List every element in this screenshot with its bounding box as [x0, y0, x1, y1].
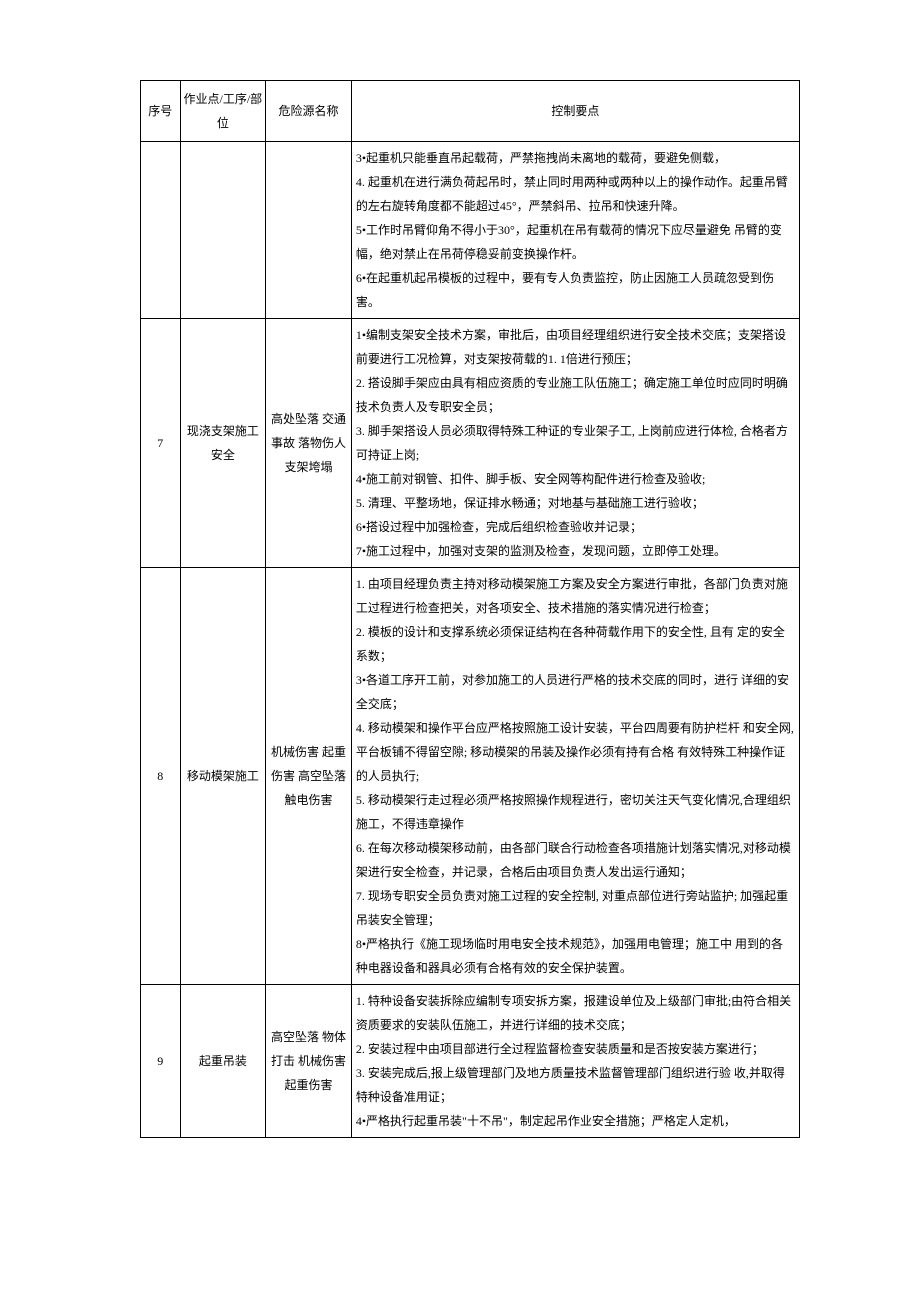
header-seq: 序号 [141, 81, 181, 142]
cell-seq: 9 [141, 985, 181, 1138]
cell-hazard: 高处坠落 交通事故 落物伤人 支架垮塌 [266, 319, 352, 568]
table-row: 7 现浇支架施工安全 高处坠落 交通事故 落物伤人 支架垮塌 1•编制支架安全技… [141, 319, 800, 568]
cell-control: 3•起重机只能垂直吊起载荷，严禁拖拽尚未离地的载荷，要避免侧载，4. 起重机在进… [351, 142, 799, 319]
table-row: 3•起重机只能垂直吊起载荷，严禁拖拽尚未离地的载荷，要避免侧载，4. 起重机在进… [141, 142, 800, 319]
cell-control: 1•编制支架安全技术方案，审批后，由项目经理组织进行安全技术交底；支架搭设前要进… [351, 319, 799, 568]
table-header-row: 序号 作业点/工序/部位 危险源名称 控制要点 [141, 81, 800, 142]
table-row: 8 移动模架施工 机械伤害 起重伤害 高空坠落 触电伤害 1. 由项目经理负责主… [141, 568, 800, 985]
cell-seq [141, 142, 181, 319]
cell-point: 移动模架施工 [180, 568, 266, 985]
cell-hazard [266, 142, 352, 319]
table-row: 9 起重吊装 高空坠落 物体打击 机械伤害 起重伤害 1. 特种设备安装拆除应编… [141, 985, 800, 1138]
cell-control: 1. 由项目经理负责主持对移动模架施工方案及安全方案进行审批，各部门负责对施工过… [351, 568, 799, 985]
header-control: 控制要点 [351, 81, 799, 142]
header-hazard: 危险源名称 [266, 81, 352, 142]
cell-point: 起重吊装 [180, 985, 266, 1138]
cell-seq: 8 [141, 568, 181, 985]
cell-point: 现浇支架施工安全 [180, 319, 266, 568]
header-point: 作业点/工序/部位 [180, 81, 266, 142]
hazard-control-table: 序号 作业点/工序/部位 危险源名称 控制要点 3•起重机只能垂直吊起载荷，严禁… [140, 80, 800, 1138]
cell-hazard: 机械伤害 起重伤害 高空坠落 触电伤害 [266, 568, 352, 985]
cell-hazard: 高空坠落 物体打击 机械伤害 起重伤害 [266, 985, 352, 1138]
cell-control: 1. 特种设备安装拆除应编制专项安拆方案，报建设单位及上级部门审批;由符合相关资… [351, 985, 799, 1138]
cell-point [180, 142, 266, 319]
cell-seq: 7 [141, 319, 181, 568]
